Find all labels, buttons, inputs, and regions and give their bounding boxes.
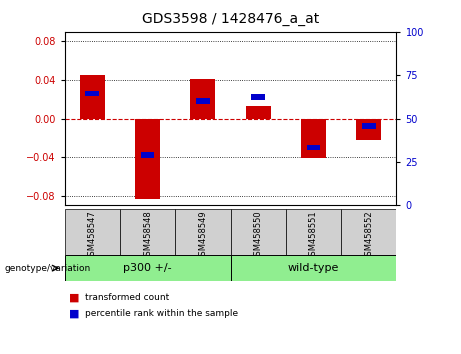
Bar — [135, 119, 160, 199]
Text: p300 +/-: p300 +/- — [123, 263, 172, 273]
Bar — [85, 91, 99, 96]
Text: ■: ■ — [69, 292, 80, 302]
Text: GDS3598 / 1428476_a_at: GDS3598 / 1428476_a_at — [142, 12, 319, 27]
Bar — [286, 209, 341, 255]
Bar — [65, 209, 120, 255]
Bar — [362, 124, 376, 129]
Text: GSM458550: GSM458550 — [254, 210, 263, 261]
Text: percentile rank within the sample: percentile rank within the sample — [85, 309, 238, 318]
Text: GSM458547: GSM458547 — [88, 210, 97, 261]
Text: transformed count: transformed count — [85, 293, 170, 302]
Text: GSM458548: GSM458548 — [143, 210, 152, 261]
Bar — [251, 95, 265, 100]
Text: genotype/variation: genotype/variation — [5, 264, 91, 273]
Bar — [356, 119, 381, 140]
Text: ■: ■ — [69, 308, 80, 318]
Bar — [175, 209, 230, 255]
Text: GSM458552: GSM458552 — [364, 210, 373, 261]
Bar — [307, 144, 320, 150]
Bar — [196, 98, 210, 104]
Bar — [190, 79, 215, 119]
Text: GSM458551: GSM458551 — [309, 210, 318, 261]
Bar — [301, 119, 326, 158]
Bar — [65, 255, 230, 281]
Bar — [246, 106, 271, 119]
Bar — [230, 209, 286, 255]
Bar — [80, 75, 105, 119]
Bar — [141, 152, 154, 158]
Text: GSM458549: GSM458549 — [198, 210, 207, 261]
Text: wild-type: wild-type — [288, 263, 339, 273]
Bar — [120, 209, 175, 255]
Bar — [230, 255, 396, 281]
Bar — [341, 209, 396, 255]
